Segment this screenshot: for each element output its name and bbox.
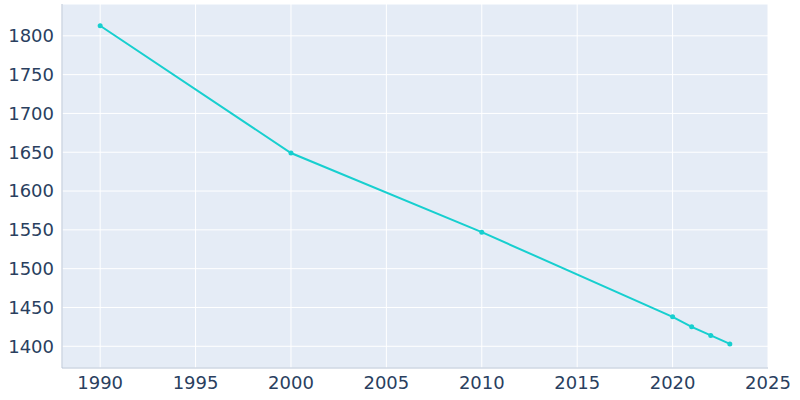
- svg-text:1450: 1450: [8, 297, 54, 318]
- svg-text:1500: 1500: [8, 258, 54, 279]
- svg-text:1995: 1995: [173, 372, 219, 393]
- svg-text:1750: 1750: [8, 64, 54, 85]
- svg-text:1800: 1800: [8, 25, 54, 46]
- svg-text:1990: 1990: [77, 372, 123, 393]
- svg-text:2010: 2010: [459, 372, 505, 393]
- svg-text:2000: 2000: [268, 372, 314, 393]
- svg-text:2015: 2015: [554, 372, 600, 393]
- svg-text:1650: 1650: [8, 142, 54, 163]
- svg-text:2020: 2020: [650, 372, 696, 393]
- svg-text:1700: 1700: [8, 103, 54, 124]
- svg-text:2025: 2025: [745, 372, 791, 393]
- svg-text:1600: 1600: [8, 180, 54, 201]
- svg-text:1400: 1400: [8, 336, 54, 357]
- svg-text:2005: 2005: [363, 372, 409, 393]
- svg-text:1550: 1550: [8, 219, 54, 240]
